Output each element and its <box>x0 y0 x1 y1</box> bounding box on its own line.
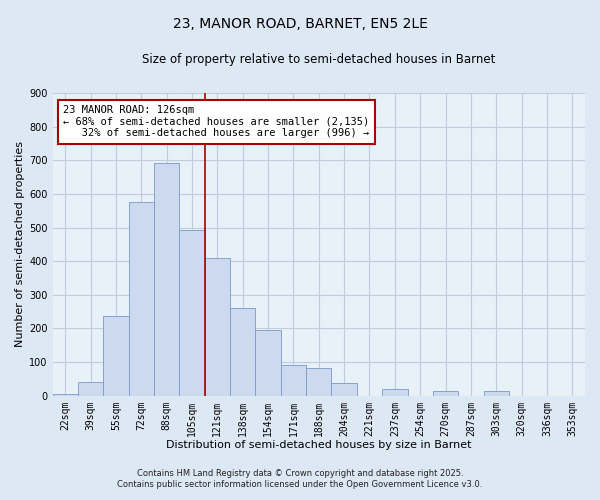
Bar <box>128 202 154 396</box>
X-axis label: Distribution of semi-detached houses by size in Barnet: Distribution of semi-detached houses by … <box>166 440 472 450</box>
Text: 23 MANOR ROAD: 126sqm
← 68% of semi-detached houses are smaller (2,135)
   32% o: 23 MANOR ROAD: 126sqm ← 68% of semi-deta… <box>63 105 370 138</box>
Bar <box>154 162 179 396</box>
Text: Contains public sector information licensed under the Open Government Licence v3: Contains public sector information licen… <box>118 480 482 489</box>
Bar <box>78 382 103 396</box>
Title: Size of property relative to semi-detached houses in Barnet: Size of property relative to semi-detach… <box>142 52 496 66</box>
Bar <box>484 392 509 396</box>
Bar <box>103 316 128 396</box>
Bar <box>306 368 331 396</box>
Bar <box>382 389 407 396</box>
Text: 23, MANOR ROAD, BARNET, EN5 2LE: 23, MANOR ROAD, BARNET, EN5 2LE <box>173 18 427 32</box>
Bar <box>331 383 357 396</box>
Bar <box>256 330 281 396</box>
Bar <box>205 258 230 396</box>
Bar <box>230 308 256 396</box>
Bar <box>53 394 78 396</box>
Bar <box>281 366 306 396</box>
Bar <box>433 392 458 396</box>
Text: Contains HM Land Registry data © Crown copyright and database right 2025.: Contains HM Land Registry data © Crown c… <box>137 468 463 477</box>
Y-axis label: Number of semi-detached properties: Number of semi-detached properties <box>15 142 25 348</box>
Bar <box>179 230 205 396</box>
